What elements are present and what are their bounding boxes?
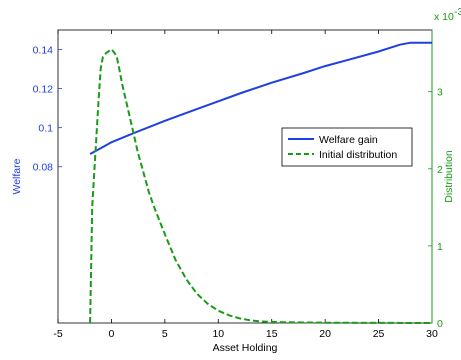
series-line-welfare-gain xyxy=(89,41,432,155)
right-y-tick-label: 1 xyxy=(437,241,443,253)
right-y-tick-label: 0 xyxy=(437,318,443,330)
series-line-initial-distribution xyxy=(89,47,433,324)
left-y-tick-label: 0.08 xyxy=(33,162,54,174)
right-y-tick-label: 2 xyxy=(437,164,443,176)
x-tick-label: 30 xyxy=(426,328,438,340)
left-y-axis-label: Welfare xyxy=(11,158,23,194)
x-tick-label: 15 xyxy=(266,328,278,340)
legend-box xyxy=(281,127,413,167)
right-y-axis-label: Distribution xyxy=(443,150,455,203)
x-tick-label: 5 xyxy=(162,328,168,340)
left-y-tick-label: 0.12 xyxy=(33,84,54,96)
plot-frame xyxy=(57,29,433,324)
x-axis-label: Asset Holding xyxy=(213,342,278,354)
right-axis-exponent-power: -3 xyxy=(454,6,461,18)
right-axis-exponent: x 10 xyxy=(434,11,454,23)
right-y-tick-label: 3 xyxy=(437,87,443,99)
x-tick-label: -5 xyxy=(53,328,62,340)
x-tick-label: 20 xyxy=(319,328,331,340)
left-y-tick-label: 0.14 xyxy=(33,45,54,57)
x-tick-label: 0 xyxy=(109,328,115,340)
x-tick-label: 10 xyxy=(212,328,224,340)
left-y-tick-label: 0.1 xyxy=(38,123,53,135)
legend-label: Initial distribution xyxy=(319,149,397,161)
x-tick-label: 25 xyxy=(373,328,385,340)
legend-label: Welfare gain xyxy=(319,134,378,146)
